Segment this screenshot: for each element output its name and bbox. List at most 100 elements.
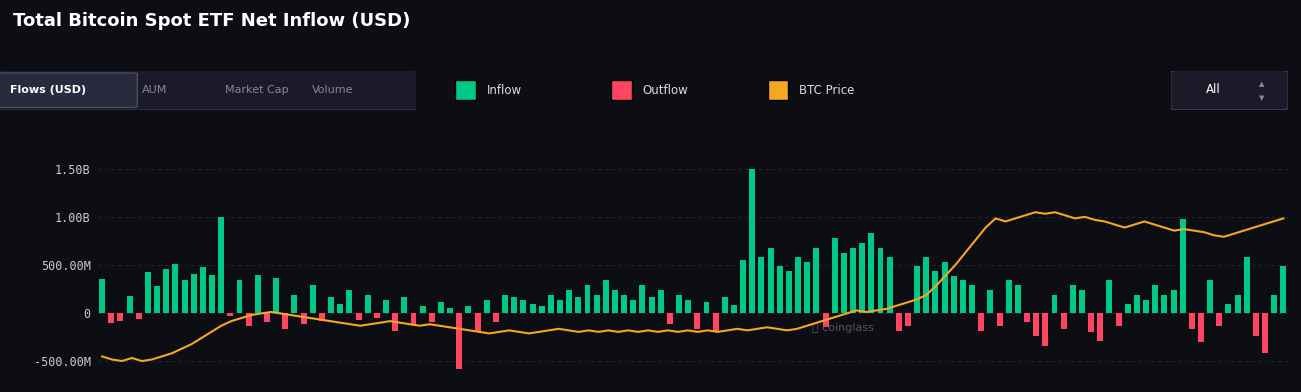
Bar [355,313,362,320]
Bar [602,280,609,313]
Bar [933,271,938,313]
Bar [667,313,673,324]
Bar [1015,285,1021,313]
Bar [237,280,242,313]
Bar [1207,280,1213,313]
Bar [411,313,416,325]
Bar [795,258,801,313]
Bar [840,252,847,313]
Bar [575,297,582,313]
Bar [328,297,334,313]
Bar [1271,295,1278,313]
Bar [1189,313,1194,329]
Bar [557,299,563,313]
Text: All: All [1206,83,1220,96]
FancyBboxPatch shape [455,80,476,100]
Bar [117,313,124,321]
Bar [822,313,829,327]
Bar [850,248,856,313]
Bar [1079,290,1085,313]
Bar [438,303,444,313]
Bar [164,269,169,313]
Bar [228,313,233,316]
Bar [1198,313,1203,342]
Bar [191,274,196,313]
Bar [1097,313,1103,341]
Bar [548,295,554,313]
Bar [593,295,600,313]
Bar [154,286,160,313]
Bar [1235,295,1241,313]
Bar [859,243,865,313]
Bar [887,258,892,313]
Bar [502,295,507,313]
Bar [1116,313,1121,327]
Bar [969,285,974,313]
Bar [200,267,206,313]
Bar [777,266,783,313]
Bar [1106,280,1112,313]
Bar [475,313,480,331]
Text: Volume: Volume [312,85,354,95]
Bar [1006,280,1012,313]
Bar [337,305,343,313]
Bar [924,258,929,313]
Bar [1088,313,1094,332]
Bar [768,248,774,313]
Bar [392,313,398,331]
Bar [1171,290,1176,313]
Bar [246,313,251,327]
Text: Market Cap: Market Cap [225,85,289,95]
Bar [740,260,745,313]
Bar [677,295,682,313]
Bar [346,290,353,313]
Bar [951,276,956,313]
Bar [539,306,545,313]
Bar [960,280,965,313]
Bar [942,262,947,313]
Bar [686,299,691,313]
Bar [264,313,269,322]
Bar [429,313,435,322]
Bar [731,305,736,313]
Bar [173,264,178,313]
Bar [457,313,462,369]
Bar [255,275,260,313]
Text: ▲: ▲ [1259,81,1265,87]
Bar [713,313,718,331]
Bar [484,299,489,313]
Bar [373,313,380,318]
Bar [722,297,727,313]
Text: Flows (USD): Flows (USD) [10,85,87,95]
Bar [630,299,636,313]
Bar [420,306,425,313]
Bar [831,238,838,313]
Bar [905,313,911,327]
Bar [402,297,407,313]
Bar [108,313,114,323]
Bar [1134,295,1140,313]
Bar [813,248,820,313]
Bar [99,279,105,313]
Bar [301,313,307,324]
Bar [1216,313,1222,327]
Bar [1042,313,1049,346]
Bar [126,296,133,313]
Bar [1060,313,1067,329]
Bar [466,306,471,313]
Bar [1024,313,1030,322]
Bar [1153,285,1158,313]
Bar [1125,305,1131,313]
Bar [758,258,765,313]
Bar [878,248,883,313]
Bar [695,313,700,329]
FancyBboxPatch shape [0,73,138,107]
Bar [896,313,902,331]
Bar [584,285,591,313]
Bar [868,233,874,313]
Bar [1144,299,1149,313]
Bar [704,301,709,313]
FancyBboxPatch shape [0,71,433,110]
FancyBboxPatch shape [768,80,788,100]
Bar [987,290,994,313]
